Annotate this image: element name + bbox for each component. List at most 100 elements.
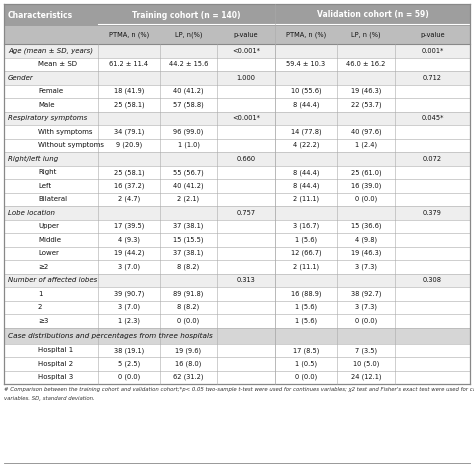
Text: 0 (0.0): 0 (0.0) <box>177 317 200 324</box>
Text: 17 (8.5): 17 (8.5) <box>293 347 319 354</box>
Text: 8 (44.4): 8 (44.4) <box>293 102 319 108</box>
Text: Case distributions and percentages from three hospitals: Case distributions and percentages from … <box>8 332 213 339</box>
Text: Male: Male <box>38 102 55 108</box>
Text: 3 (16.7): 3 (16.7) <box>293 223 319 229</box>
Text: 2 (2.1): 2 (2.1) <box>177 196 200 203</box>
Text: 34 (79.1): 34 (79.1) <box>114 129 144 135</box>
Text: 4 (9.3): 4 (9.3) <box>118 237 140 243</box>
Text: p-value: p-value <box>234 32 258 38</box>
Text: 55 (56.7): 55 (56.7) <box>173 169 204 176</box>
Text: Hospital 2: Hospital 2 <box>38 361 73 367</box>
Text: PTMA, n (%): PTMA, n (%) <box>286 32 326 38</box>
Text: LP, n (%): LP, n (%) <box>351 32 381 38</box>
Text: Right: Right <box>38 169 56 175</box>
Text: Validation cohort (n = 59): Validation cohort (n = 59) <box>317 11 428 20</box>
Text: 24 (12.1): 24 (12.1) <box>351 374 381 381</box>
Text: 46.0 ± 16.2: 46.0 ± 16.2 <box>346 61 386 67</box>
Text: 15 (15.5): 15 (15.5) <box>173 237 204 243</box>
Text: Without symptoms: Without symptoms <box>38 142 104 148</box>
Bar <box>4 219 470 233</box>
Text: 0.660: 0.660 <box>237 156 255 162</box>
Text: 38 (19.1): 38 (19.1) <box>114 347 144 354</box>
Text: 25 (58.1): 25 (58.1) <box>114 169 144 176</box>
Text: 14 (77.8): 14 (77.8) <box>291 129 321 135</box>
Bar <box>4 301 470 314</box>
Text: 0.308: 0.308 <box>423 277 442 283</box>
Text: 96 (99.0): 96 (99.0) <box>173 129 204 135</box>
Text: 10 (55.6): 10 (55.6) <box>291 88 321 95</box>
Text: 57 (58.8): 57 (58.8) <box>173 102 204 108</box>
Text: 16 (8.0): 16 (8.0) <box>175 361 202 367</box>
Text: 10 (5.0): 10 (5.0) <box>353 361 379 367</box>
Text: ≥3: ≥3 <box>38 318 48 324</box>
Text: 2 (11.1): 2 (11.1) <box>293 196 319 203</box>
Text: 0 (0.0): 0 (0.0) <box>355 196 377 203</box>
Text: # Comparison between the training cohort and validation cohort;*p< 0.05 two-samp: # Comparison between the training cohort… <box>4 387 474 392</box>
Text: Age (mean ± SD, years): Age (mean ± SD, years) <box>8 48 93 54</box>
Bar <box>4 84 470 98</box>
Text: Respiratory symptoms: Respiratory symptoms <box>8 115 87 121</box>
Text: 1 (1.0): 1 (1.0) <box>177 142 200 149</box>
Text: Lobe location: Lobe location <box>8 210 55 216</box>
Text: Hospital 1: Hospital 1 <box>38 347 73 353</box>
Text: 8 (8.2): 8 (8.2) <box>177 304 200 310</box>
Bar <box>4 165 470 179</box>
Text: 1 (5.6): 1 (5.6) <box>295 317 317 324</box>
Text: 40 (41.2): 40 (41.2) <box>173 88 204 95</box>
Bar <box>4 4 470 26</box>
Text: 1 (0.5): 1 (0.5) <box>295 361 317 367</box>
Text: variables. SD, standard deviation.: variables. SD, standard deviation. <box>4 396 95 401</box>
Text: 3 (7.3): 3 (7.3) <box>355 304 377 310</box>
Text: 0.379: 0.379 <box>423 210 442 216</box>
Text: 59.4 ± 10.3: 59.4 ± 10.3 <box>286 61 326 67</box>
Bar <box>4 357 470 370</box>
Text: 1 (2.4): 1 (2.4) <box>355 142 377 149</box>
Text: 19 (9.6): 19 (9.6) <box>175 347 201 354</box>
Text: Hospital 3: Hospital 3 <box>38 374 73 380</box>
Text: 22 (53.7): 22 (53.7) <box>351 102 381 108</box>
Bar <box>4 57 470 71</box>
Bar <box>4 26 470 44</box>
Text: 0 (0.0): 0 (0.0) <box>295 374 317 381</box>
Text: 2 (4.7): 2 (4.7) <box>118 196 140 203</box>
Text: Middle: Middle <box>38 237 61 243</box>
Text: p-value: p-value <box>420 32 445 38</box>
Bar <box>4 206 470 219</box>
Bar <box>4 192 470 206</box>
Text: Lower: Lower <box>38 250 59 256</box>
Bar <box>4 233 470 247</box>
Text: 25 (58.1): 25 (58.1) <box>114 102 144 108</box>
Text: 62 (31.2): 62 (31.2) <box>173 374 204 381</box>
Text: 1 (5.6): 1 (5.6) <box>295 304 317 310</box>
Text: 0.072: 0.072 <box>423 156 442 162</box>
Text: ≥2: ≥2 <box>38 264 48 270</box>
Text: Training cohort (n = 140): Training cohort (n = 140) <box>132 11 241 20</box>
Text: 19 (46.3): 19 (46.3) <box>351 88 381 95</box>
Bar <box>4 370 470 384</box>
Bar <box>4 314 470 328</box>
Text: 16 (37.2): 16 (37.2) <box>114 183 144 189</box>
Text: 19 (46.3): 19 (46.3) <box>351 250 381 256</box>
Text: 4 (9.8): 4 (9.8) <box>355 237 377 243</box>
Text: 1 (2.3): 1 (2.3) <box>118 317 140 324</box>
Text: 0.001*: 0.001* <box>421 48 444 54</box>
Text: 44.2 ± 15.6: 44.2 ± 15.6 <box>169 61 208 67</box>
Bar <box>4 343 470 357</box>
Text: 15 (36.6): 15 (36.6) <box>351 223 381 229</box>
Bar <box>4 152 470 165</box>
Text: Female: Female <box>38 88 63 94</box>
Text: 8 (44.4): 8 (44.4) <box>293 169 319 176</box>
Text: Mean ± SD: Mean ± SD <box>38 61 77 67</box>
Text: 16 (88.9): 16 (88.9) <box>291 290 321 297</box>
Text: 19 (44.2): 19 (44.2) <box>114 250 144 256</box>
Text: 2 (11.1): 2 (11.1) <box>293 263 319 270</box>
Text: Left: Left <box>38 183 51 189</box>
Text: 61.2 ± 11.4: 61.2 ± 11.4 <box>109 61 148 67</box>
Text: 1 (5.6): 1 (5.6) <box>295 237 317 243</box>
Text: Gender: Gender <box>8 75 34 81</box>
Text: 0.045*: 0.045* <box>421 115 444 121</box>
Text: <0.001*: <0.001* <box>232 115 260 121</box>
Text: 3 (7.3): 3 (7.3) <box>355 263 377 270</box>
Text: 1: 1 <box>38 291 43 297</box>
Text: Upper: Upper <box>38 223 59 229</box>
